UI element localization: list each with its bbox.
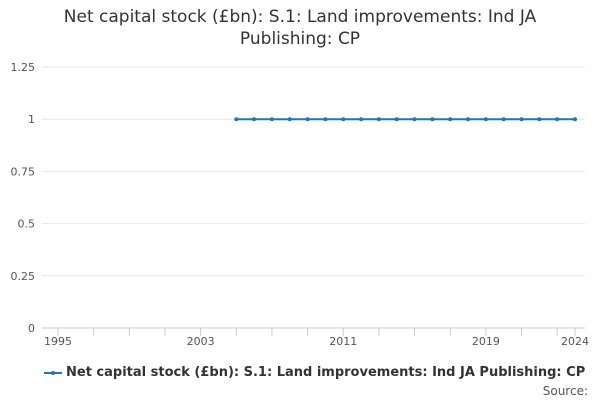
chart-title: Net capital stock (£bn): S.1: Land impro…: [0, 6, 600, 50]
data-point: [394, 117, 399, 122]
data-point: [466, 117, 471, 122]
data-point: [573, 117, 577, 122]
source-label: Source:: [542, 384, 588, 398]
data-point: [234, 117, 239, 122]
y-tick-label: 1.25: [11, 61, 36, 74]
y-tick-label: 0: [28, 322, 35, 335]
x-tick-label: 2011: [329, 335, 357, 348]
data-point: [537, 117, 542, 122]
chart-title-line-1: Net capital stock (£bn): S.1: Land impro…: [63, 7, 537, 27]
data-point: [323, 117, 328, 122]
data-point: [341, 117, 346, 122]
chart-title-line-2: Publishing: CP: [239, 29, 361, 49]
y-tick-label: 1: [28, 113, 35, 126]
data-point: [252, 117, 257, 122]
data-point: [448, 117, 453, 122]
data-point: [430, 117, 435, 122]
x-tick-label: 2003: [187, 335, 215, 348]
y-tick-label: 0.25: [11, 270, 36, 283]
data-point: [483, 117, 488, 122]
data-point: [501, 117, 506, 122]
x-tick-label: 1995: [44, 335, 72, 348]
x-tick-label: 2024: [561, 335, 589, 348]
data-point: [376, 117, 381, 122]
data-point: [359, 117, 364, 122]
data-point: [412, 117, 417, 122]
data-point: [555, 117, 560, 122]
y-tick-label: 0.75: [11, 165, 36, 178]
data-point: [305, 117, 310, 122]
chart-legend[interactable]: Net capital stock (£bn): S.1: Land impro…: [44, 365, 585, 380]
data-point: [287, 117, 292, 122]
legend-series-label: Net capital stock (£bn): S.1: Land impro…: [66, 365, 586, 380]
data-point: [519, 117, 524, 122]
x-tick-label: 2019: [472, 335, 500, 348]
data-point: [269, 117, 274, 122]
y-tick-label: 0.5: [18, 218, 36, 231]
legend-series-marker: [44, 368, 62, 378]
